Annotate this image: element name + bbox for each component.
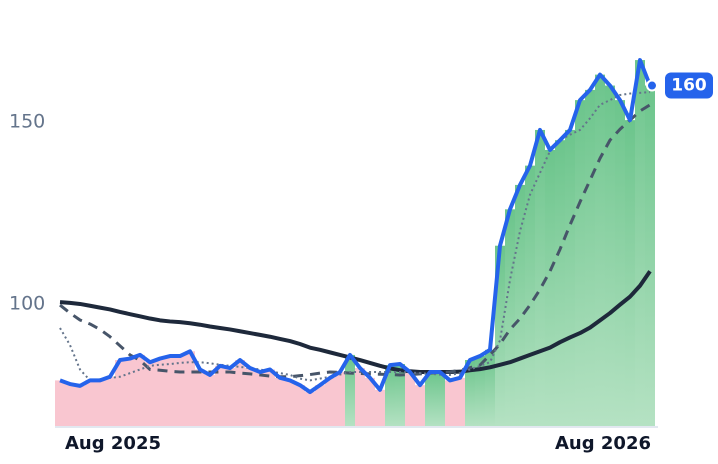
regime-column	[115, 360, 125, 427]
regime-column	[465, 360, 475, 427]
regime-column	[355, 368, 365, 427]
regime-column	[385, 365, 395, 427]
price-badge	[665, 72, 713, 99]
regime-column	[605, 85, 615, 428]
y-tick-label: 150	[9, 110, 45, 132]
regime-column	[75, 385, 85, 427]
regime-column	[55, 380, 65, 427]
regime-column	[255, 372, 265, 427]
series-line	[59, 58, 652, 395]
last-point	[646, 79, 658, 92]
regime-column	[425, 372, 435, 427]
regime-column	[215, 365, 225, 427]
regime-column	[435, 372, 445, 427]
regime-column	[335, 372, 345, 427]
regime-column	[445, 380, 455, 427]
regime-column	[585, 89, 595, 428]
regime-column	[575, 100, 585, 427]
regime-column	[245, 368, 255, 427]
regime-column	[565, 129, 575, 427]
regime-column	[595, 74, 605, 428]
regime-column	[185, 351, 195, 427]
regime-column	[105, 376, 115, 427]
price-badge-label: 160	[671, 76, 707, 96]
regime-column	[85, 380, 95, 427]
regime-column	[155, 358, 165, 427]
regime-column	[475, 356, 485, 427]
regime-column	[415, 385, 425, 427]
regime-column	[65, 384, 75, 427]
x-tick-label: Aug 2026	[555, 433, 651, 454]
regime-column	[305, 392, 315, 427]
regime-column	[555, 140, 565, 428]
regime-column	[485, 349, 495, 427]
regime-column	[275, 377, 285, 427]
regime-column	[135, 354, 145, 427]
regime-column	[545, 149, 555, 427]
y-tick-label: 100	[9, 292, 45, 314]
regime-column	[265, 369, 275, 427]
regime-column	[205, 374, 215, 427]
x-tick-label: Aug 2025	[65, 433, 161, 454]
regime-column	[525, 165, 535, 427]
regime-column	[175, 356, 185, 427]
regime-column	[95, 380, 105, 427]
regime-column	[295, 385, 305, 427]
regime-column	[645, 85, 655, 428]
regime-column	[515, 184, 525, 427]
regime-column	[455, 377, 465, 427]
regime-column	[165, 356, 175, 427]
regime-column	[285, 380, 295, 427]
regime-column	[635, 60, 645, 428]
regime-column	[195, 369, 205, 427]
regime-column	[365, 377, 375, 427]
regime-column	[405, 372, 415, 427]
regime-column	[225, 368, 235, 427]
regime-column	[505, 209, 515, 427]
regime-column	[625, 120, 635, 428]
regime-column	[535, 129, 545, 427]
regime-column	[375, 389, 385, 427]
regime-column	[125, 358, 135, 427]
series-line	[59, 103, 651, 379]
regime-column	[615, 100, 625, 427]
regime-column	[325, 377, 335, 427]
regime-column	[145, 362, 155, 427]
regime-column	[315, 385, 325, 427]
regime-column	[345, 354, 355, 427]
regime-column	[395, 364, 405, 427]
regime-column	[235, 360, 245, 427]
